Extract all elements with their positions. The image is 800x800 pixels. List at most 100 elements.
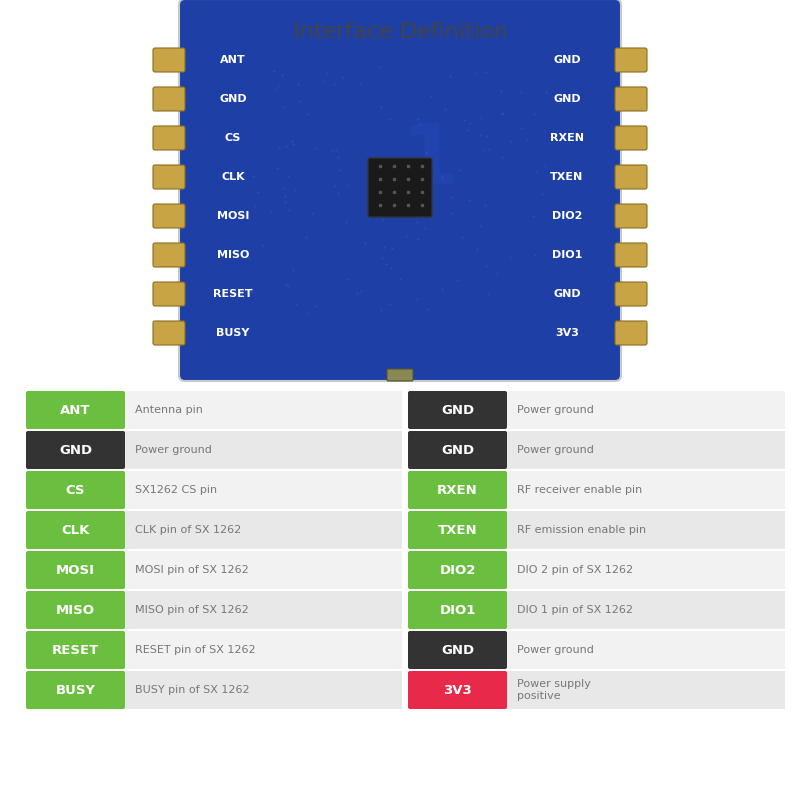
Text: MOSI pin of SX 1262: MOSI pin of SX 1262 [135,565,249,575]
Text: RF receiver enable pin: RF receiver enable pin [517,485,642,495]
Text: Antenna pin: Antenna pin [135,405,203,415]
Text: DIO2: DIO2 [552,211,582,221]
Text: RESET: RESET [52,643,99,657]
Text: Power ground: Power ground [517,405,594,415]
Text: Power ground: Power ground [517,445,594,455]
Text: CLK pin of SX 1262: CLK pin of SX 1262 [135,525,242,535]
FancyBboxPatch shape [153,243,185,267]
Text: RXEN: RXEN [550,133,584,143]
FancyBboxPatch shape [408,631,507,669]
Text: RXEN: RXEN [437,483,478,497]
Bar [410,671,785,709]
Text: RESET pin of SX 1262: RESET pin of SX 1262 [135,645,256,655]
Text: Power supply
positive: Power supply positive [517,679,591,701]
Text: GND: GND [441,403,474,417]
FancyBboxPatch shape [615,48,647,72]
Bar [28,551,402,589]
Text: MOSI: MOSI [56,563,95,577]
Text: MISO: MISO [217,250,249,260]
FancyBboxPatch shape [153,48,185,72]
Text: GND: GND [553,289,581,299]
Bar [410,511,785,549]
FancyBboxPatch shape [615,87,647,111]
Text: BUSY: BUSY [55,683,95,697]
FancyBboxPatch shape [615,243,647,267]
Text: ANT: ANT [220,55,246,65]
FancyBboxPatch shape [615,126,647,150]
Text: CS: CS [66,483,86,497]
Text: GND: GND [441,643,474,657]
Text: SX1262 CS pin: SX1262 CS pin [135,485,217,495]
FancyBboxPatch shape [26,551,125,589]
FancyBboxPatch shape [387,369,413,381]
FancyBboxPatch shape [408,591,507,629]
Text: GND: GND [441,443,474,457]
Text: CLK: CLK [221,172,245,182]
FancyBboxPatch shape [615,165,647,189]
Text: MOSI: MOSI [217,211,249,221]
FancyBboxPatch shape [179,0,621,381]
FancyBboxPatch shape [615,321,647,345]
FancyBboxPatch shape [26,431,125,469]
FancyBboxPatch shape [615,204,647,228]
Bar [28,391,402,429]
Bar [28,471,402,509]
Bar [410,631,785,669]
Bar [28,431,402,469]
Text: MISO pin of SX 1262: MISO pin of SX 1262 [135,605,249,615]
Text: BUSY: BUSY [216,328,250,338]
Text: DIO 1 pin of SX 1262: DIO 1 pin of SX 1262 [517,605,633,615]
Bar [410,391,785,429]
Text: Power ground: Power ground [517,645,594,655]
Text: CLK: CLK [62,523,90,537]
Bar [28,671,402,709]
FancyBboxPatch shape [408,391,507,429]
Text: Interface Definition: Interface Definition [293,22,507,42]
FancyBboxPatch shape [153,204,185,228]
Text: RF emission enable pin: RF emission enable pin [517,525,646,535]
Text: DIO1: DIO1 [552,250,582,260]
Text: GND: GND [553,94,581,104]
Text: CS: CS [225,133,241,143]
Text: DIO1: DIO1 [439,603,476,617]
Bar [410,551,785,589]
Bar [410,471,785,509]
FancyBboxPatch shape [26,471,125,509]
FancyBboxPatch shape [408,511,507,549]
FancyBboxPatch shape [153,87,185,111]
Text: GND: GND [553,55,581,65]
FancyBboxPatch shape [26,671,125,709]
FancyBboxPatch shape [26,631,125,669]
Text: RESET: RESET [214,289,253,299]
FancyBboxPatch shape [153,165,185,189]
FancyBboxPatch shape [408,671,507,709]
Text: Power ground: Power ground [135,445,212,455]
FancyBboxPatch shape [153,282,185,306]
Text: TXEN: TXEN [550,172,584,182]
FancyBboxPatch shape [408,471,507,509]
Text: BUSY pin of SX 1262: BUSY pin of SX 1262 [135,685,250,695]
FancyBboxPatch shape [408,431,507,469]
FancyBboxPatch shape [368,158,432,217]
Bar [410,431,785,469]
Bar [410,591,785,629]
Bar [28,511,402,549]
FancyBboxPatch shape [408,551,507,589]
Text: DIO 2 pin of SX 1262: DIO 2 pin of SX 1262 [517,565,633,575]
Text: DIO2: DIO2 [439,563,476,577]
FancyBboxPatch shape [26,591,125,629]
Text: 1: 1 [401,119,459,201]
Text: MISO: MISO [56,603,95,617]
Text: ANT: ANT [60,403,90,417]
Text: GND: GND [59,443,92,457]
Text: GND: GND [219,94,247,104]
FancyBboxPatch shape [153,321,185,345]
Text: TXEN: TXEN [438,523,478,537]
Text: 3V3: 3V3 [555,328,579,338]
FancyBboxPatch shape [26,511,125,549]
Bar [28,631,402,669]
Bar [28,591,402,629]
FancyBboxPatch shape [153,126,185,150]
Text: 3V3: 3V3 [443,683,472,697]
FancyBboxPatch shape [26,391,125,429]
